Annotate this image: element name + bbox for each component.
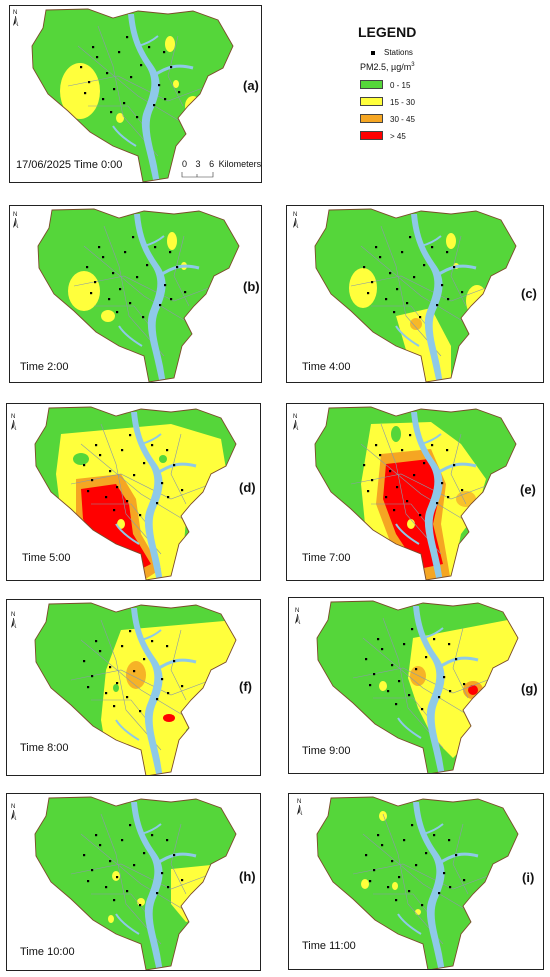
scale-tick-3: 3 <box>195 159 201 169</box>
map-panel-g: (g) Time 9:00 <box>288 597 544 774</box>
scale-unit: Kilometers <box>218 159 262 169</box>
scale-tick-6: 6 <box>209 159 215 169</box>
map-panel-c: (c) Time 4:00 <box>286 205 544 383</box>
panel-time-d: Time 5:00 <box>22 552 71 564</box>
legend: LEGEND Stations PM2.5, µg/m3 0 - 15 15 -… <box>350 20 470 160</box>
map-c <box>292 208 517 382</box>
panel-label-g: (g) <box>521 681 538 696</box>
map-h <box>10 796 237 970</box>
legend-stations-label: Stations <box>384 48 413 57</box>
panel-time-i: Time 11:00 <box>302 940 356 952</box>
scale-tick-0: 0 <box>182 159 188 169</box>
panel-label-c: (c) <box>521 286 537 301</box>
legend-swatch-0 <box>360 80 383 89</box>
station-marker-icon <box>371 51 375 55</box>
panel-time-g: Time 9:00 <box>302 745 351 757</box>
map-panel-a: (a) 17/06/2025 Time 0:00 0 3 6 Kilometer… <box>9 5 262 183</box>
legend-class-2: 30 - 45 <box>390 115 415 124</box>
map-a <box>12 8 234 182</box>
panel-label-b: (b) <box>243 279 260 294</box>
map-i <box>296 796 519 969</box>
panel-time-c: Time 4:00 <box>302 361 351 373</box>
map-panel-i: (i) Time 11:00 <box>288 793 544 970</box>
panel-time-e: Time 7:00 <box>302 552 351 564</box>
legend-class-0: 0 - 15 <box>390 81 411 90</box>
panel-label-a: (a) <box>243 78 259 93</box>
panel-label-d: (d) <box>239 480 256 495</box>
legend-title: LEGEND <box>358 24 417 40</box>
scale-bar: 0 3 6 Kilometers <box>182 159 262 169</box>
map-panel-e: (e) Time 7:00 <box>286 403 544 581</box>
legend-pm-label: PM2.5, µg/m3 <box>360 62 415 72</box>
legend-swatch-2 <box>360 114 383 123</box>
scale-line <box>181 172 214 178</box>
legend-class-1: 15 - 30 <box>390 98 415 107</box>
panel-label-i: (i) <box>522 870 535 885</box>
panel-label-h: (h) <box>239 869 256 884</box>
panel-time-f: Time 8:00 <box>20 742 69 754</box>
map-e <box>292 406 517 580</box>
map-d <box>10 406 237 580</box>
map-panel-f: (f) Time 8:00 <box>6 599 261 776</box>
map-g <box>294 600 519 773</box>
map-panel-h: (h) Time 10:00 <box>6 793 261 971</box>
map-panel-b: (b) Time 2:00 <box>9 205 262 383</box>
panel-label-e: (e) <box>520 482 536 497</box>
map-f <box>10 602 237 775</box>
map-b <box>12 208 240 382</box>
panel-time-b: Time 2:00 <box>20 361 69 373</box>
legend-swatch-1 <box>360 97 383 106</box>
panel-time-a: 17/06/2025 Time 0:00 <box>16 159 123 171</box>
legend-class-3: > 45 <box>390 132 406 141</box>
legend-swatch-3 <box>360 131 383 140</box>
panel-time-h: Time 10:00 <box>20 946 75 958</box>
panel-label-f: (f) <box>239 679 252 694</box>
map-panel-d: (d) Time 5:00 <box>6 403 261 581</box>
